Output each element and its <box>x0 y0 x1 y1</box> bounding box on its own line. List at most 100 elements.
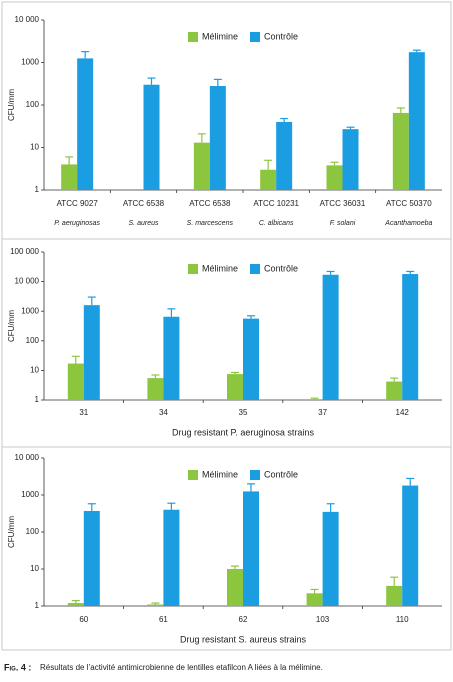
x-tick-label: ATCC 36031 <box>320 199 366 208</box>
error-bar <box>406 477 415 486</box>
species-label: F. solani <box>330 220 356 227</box>
bar <box>326 165 343 190</box>
error-bar <box>310 588 319 594</box>
x-tick-label: ATCC 9027 <box>57 199 99 208</box>
bar <box>83 510 100 606</box>
y-tick-label: 100 <box>26 336 40 345</box>
bar <box>77 58 94 191</box>
y-axis-label: CFU/mm <box>7 89 16 121</box>
error-bar <box>390 377 399 382</box>
species-label: C. albicans <box>259 220 294 227</box>
bar <box>147 604 164 606</box>
error-bar <box>81 51 90 59</box>
y-tick-label: 100 <box>26 527 40 536</box>
bar <box>408 52 425 190</box>
species-label: P. aeruginosas <box>54 220 100 227</box>
x-tick-label: ATCC 6538 <box>123 199 165 208</box>
x-tick-label: 60 <box>79 615 88 624</box>
bar <box>386 381 403 400</box>
bar <box>402 274 419 400</box>
x-tick-label: 61 <box>159 615 168 624</box>
bar <box>209 85 226 190</box>
error-bar <box>280 117 289 122</box>
frame <box>1 1 452 651</box>
y-tick-label: 1000 <box>21 58 39 67</box>
error-bar <box>396 107 405 113</box>
species-label: S. aureus <box>129 220 159 227</box>
legend-label: Mélimine <box>202 469 238 479</box>
y-tick-label: 10 000 <box>15 15 40 24</box>
bar <box>147 378 164 400</box>
y-tick-label: 1000 <box>21 490 39 499</box>
bar <box>193 142 210 190</box>
bar <box>276 121 293 190</box>
error-bar <box>147 77 156 85</box>
error-bar <box>231 371 239 375</box>
bar <box>143 84 160 190</box>
legend-swatch <box>188 32 198 42</box>
x-axis-label: Drug resistant P. aeruginosa strains <box>172 427 314 437</box>
legend-swatch <box>188 470 198 480</box>
y-tick-label: 1 <box>35 185 40 194</box>
y-axis-label: CFU/mm <box>7 310 16 342</box>
bar <box>243 318 259 400</box>
species-label: S. marcescens <box>187 220 234 227</box>
error-bar <box>167 308 176 317</box>
bar <box>402 485 419 606</box>
error-bar <box>346 126 355 130</box>
bar <box>322 274 339 400</box>
x-tick-label: 31 <box>79 408 88 417</box>
bar <box>260 169 277 190</box>
error-bar <box>326 270 335 275</box>
y-tick-label: 10 <box>30 143 39 152</box>
error-bar <box>412 49 421 53</box>
error-bar <box>71 599 80 604</box>
bar <box>227 374 243 400</box>
bar <box>163 316 180 400</box>
y-tick-label: 1 <box>35 601 40 610</box>
y-tick-label: 100 000 <box>10 247 39 256</box>
y-tick-label: 10 <box>30 366 39 375</box>
legend-swatch <box>188 264 198 274</box>
error-bar <box>213 78 222 86</box>
x-tick-label: ATCC 6538 <box>189 199 231 208</box>
x-tick-label: ATCC 50370 <box>386 199 432 208</box>
y-tick-label: 1000 <box>21 306 39 315</box>
bar <box>342 129 359 190</box>
error-bar <box>406 270 415 275</box>
x-axis-label: Drug resistant S. aureus strains <box>180 634 307 644</box>
error-bar <box>247 315 255 319</box>
x-tick-label: 103 <box>316 615 330 624</box>
y-tick-label: 10 <box>30 564 39 573</box>
error-bar <box>264 159 273 170</box>
bar <box>83 305 100 400</box>
legend-label: Mélimine <box>202 263 238 273</box>
legend-label: Mélimine <box>202 31 238 41</box>
x-tick-label: 34 <box>159 408 168 417</box>
legend-label: Contrôle <box>264 469 298 479</box>
species-label: Acanthamoeba <box>384 220 432 227</box>
x-tick-label: 142 <box>396 408 410 417</box>
x-tick-label: 35 <box>239 408 248 417</box>
y-tick-label: 10 000 <box>15 453 40 462</box>
bar <box>322 511 339 606</box>
y-tick-label: 100 <box>26 100 40 109</box>
x-tick-label: 37 <box>318 408 327 417</box>
error-bar <box>65 156 74 165</box>
y-tick-label: 1 <box>35 395 40 404</box>
y-tick-label: 10 000 <box>15 277 40 286</box>
bar <box>392 112 409 190</box>
caption-label: Fig. 4 : <box>4 662 31 672</box>
bar <box>227 569 243 606</box>
error-bar <box>197 133 206 143</box>
error-bar <box>310 397 319 400</box>
y-axis-label: CFU/mm <box>7 516 16 548</box>
bar <box>163 509 180 606</box>
error-bar <box>390 576 399 586</box>
legend-label: Contrôle <box>264 263 298 273</box>
x-tick-label: 62 <box>239 615 248 624</box>
error-bar <box>71 355 80 364</box>
error-bar <box>167 502 176 510</box>
legend-swatch <box>250 264 261 274</box>
